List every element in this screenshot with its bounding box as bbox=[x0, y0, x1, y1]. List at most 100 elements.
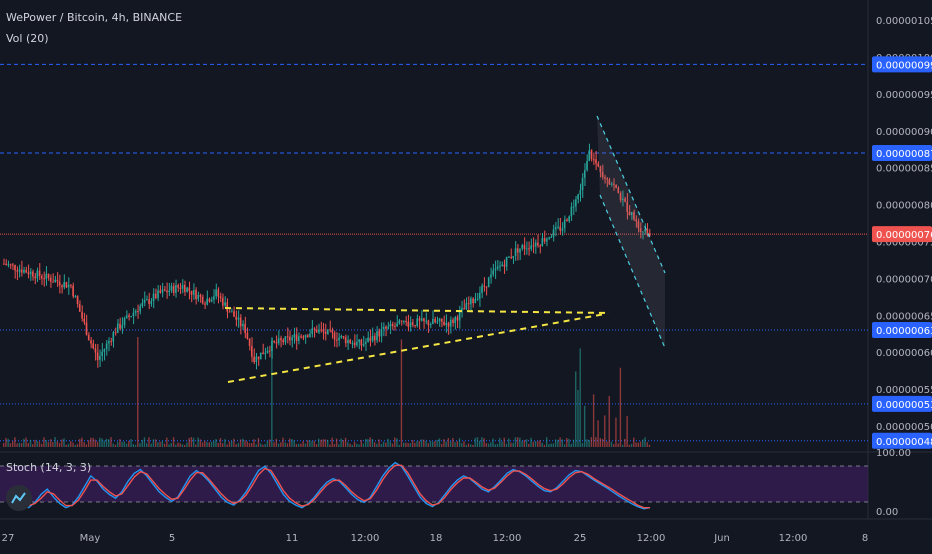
y-tick-label: 0.00000095 bbox=[876, 90, 932, 101]
price-tag-label: 0.00000048 bbox=[876, 437, 932, 448]
volume-bar bbox=[485, 443, 488, 447]
volume-bar bbox=[543, 444, 546, 447]
y-tick-label: 0.00000065 bbox=[876, 311, 932, 322]
volume-bar bbox=[630, 443, 633, 447]
candle-body bbox=[90, 340, 92, 344]
volume-bar bbox=[324, 439, 327, 447]
candle-body bbox=[3, 263, 5, 265]
candle-body bbox=[411, 322, 414, 326]
candle-body bbox=[543, 238, 546, 242]
volume-bar bbox=[590, 437, 593, 447]
volume-bar bbox=[309, 440, 311, 447]
candle-body bbox=[302, 336, 305, 338]
x-tick-label: 12:00 bbox=[637, 533, 666, 544]
volume-bar bbox=[177, 442, 179, 447]
y-tick-label: 0.00000050 bbox=[876, 422, 932, 433]
volume-bar bbox=[175, 444, 177, 447]
volume-bar bbox=[369, 437, 371, 447]
volume-bar bbox=[259, 443, 262, 447]
volume-bar bbox=[47, 442, 50, 447]
volume-bar bbox=[268, 439, 271, 447]
candle-body bbox=[217, 289, 220, 297]
stoch-line-k bbox=[9, 461, 651, 510]
volume-bar bbox=[85, 444, 88, 447]
candle-body bbox=[49, 277, 52, 282]
y-tick-label: 0.00000090 bbox=[876, 127, 932, 138]
volume-bar bbox=[311, 440, 313, 447]
candle-body bbox=[472, 298, 474, 304]
price-tag-label: 0.00000099 bbox=[876, 60, 932, 71]
candle-body bbox=[85, 322, 88, 335]
volume-bar bbox=[429, 440, 432, 447]
volume-bar bbox=[563, 444, 566, 447]
tradingview-logo-icon[interactable] bbox=[6, 485, 32, 511]
candle-body bbox=[615, 184, 617, 188]
volume-bar bbox=[456, 441, 458, 447]
candle-body bbox=[648, 232, 651, 237]
symbol-title[interactable]: WePower / Bitcoin, 4h, BINANCE bbox=[6, 11, 183, 24]
y-tick-label: 0.00000070 bbox=[876, 274, 932, 285]
volume-bar bbox=[367, 439, 369, 447]
stoch-legend[interactable]: Stoch (14, 3, 3) bbox=[6, 461, 92, 474]
candle-body bbox=[369, 337, 372, 341]
volume-bar bbox=[597, 420, 599, 447]
candle-body bbox=[248, 338, 251, 346]
volume-bar bbox=[583, 405, 586, 447]
volume-bar bbox=[291, 438, 293, 447]
volume-bar bbox=[541, 442, 543, 447]
y-tick-label: 0.00000055 bbox=[876, 385, 932, 396]
volume-bar bbox=[275, 438, 278, 447]
volume-bar bbox=[559, 437, 561, 447]
candle-body bbox=[99, 355, 101, 360]
candle-body bbox=[125, 315, 128, 319]
candle-body bbox=[496, 266, 499, 269]
volume-bar bbox=[579, 348, 581, 447]
candle-body bbox=[54, 279, 56, 283]
candle-body bbox=[420, 318, 423, 321]
volume-bar bbox=[224, 439, 226, 447]
candle-body bbox=[313, 328, 316, 330]
candle-body bbox=[183, 284, 186, 292]
volume-bar bbox=[132, 444, 134, 447]
volume-bar bbox=[302, 441, 304, 447]
candle-body bbox=[170, 285, 173, 291]
volume-bar bbox=[575, 371, 577, 447]
candle-body bbox=[181, 284, 184, 289]
volume-legend[interactable]: Vol (20) bbox=[6, 32, 49, 45]
candle-body bbox=[550, 236, 553, 238]
volume-bar bbox=[371, 438, 374, 447]
price-tag-label: 0.00000063 bbox=[876, 326, 932, 337]
volume-bar bbox=[7, 438, 9, 447]
volume-bar bbox=[561, 439, 564, 447]
volume-bar bbox=[134, 444, 137, 447]
volume-bar bbox=[474, 437, 476, 447]
candle-body bbox=[18, 269, 21, 272]
volume-bar bbox=[72, 442, 74, 447]
volume-bar bbox=[476, 437, 479, 447]
volume-bar bbox=[608, 395, 610, 447]
volume-bar bbox=[378, 439, 380, 447]
volume-bar bbox=[595, 437, 597, 447]
candle-body bbox=[597, 163, 599, 167]
candle-body bbox=[132, 312, 135, 317]
candle-body bbox=[172, 285, 175, 293]
candle-body bbox=[626, 201, 629, 212]
volume-bar bbox=[534, 440, 537, 447]
volume-bar bbox=[235, 444, 237, 447]
candle-body bbox=[175, 285, 177, 293]
candle-body bbox=[266, 350, 269, 353]
x-tick-label: 8 bbox=[862, 533, 868, 544]
volume-bar bbox=[128, 440, 130, 447]
candle-body bbox=[38, 270, 41, 277]
volume-bar bbox=[61, 439, 63, 447]
candle-body bbox=[349, 339, 351, 344]
volume-bar bbox=[425, 440, 427, 447]
candle-body bbox=[295, 334, 298, 341]
candle-body bbox=[427, 320, 430, 326]
volume-bar bbox=[481, 437, 483, 447]
candle-body bbox=[230, 311, 233, 313]
candle-body bbox=[262, 352, 264, 355]
candle-body bbox=[440, 318, 443, 322]
candle-body bbox=[503, 264, 506, 267]
